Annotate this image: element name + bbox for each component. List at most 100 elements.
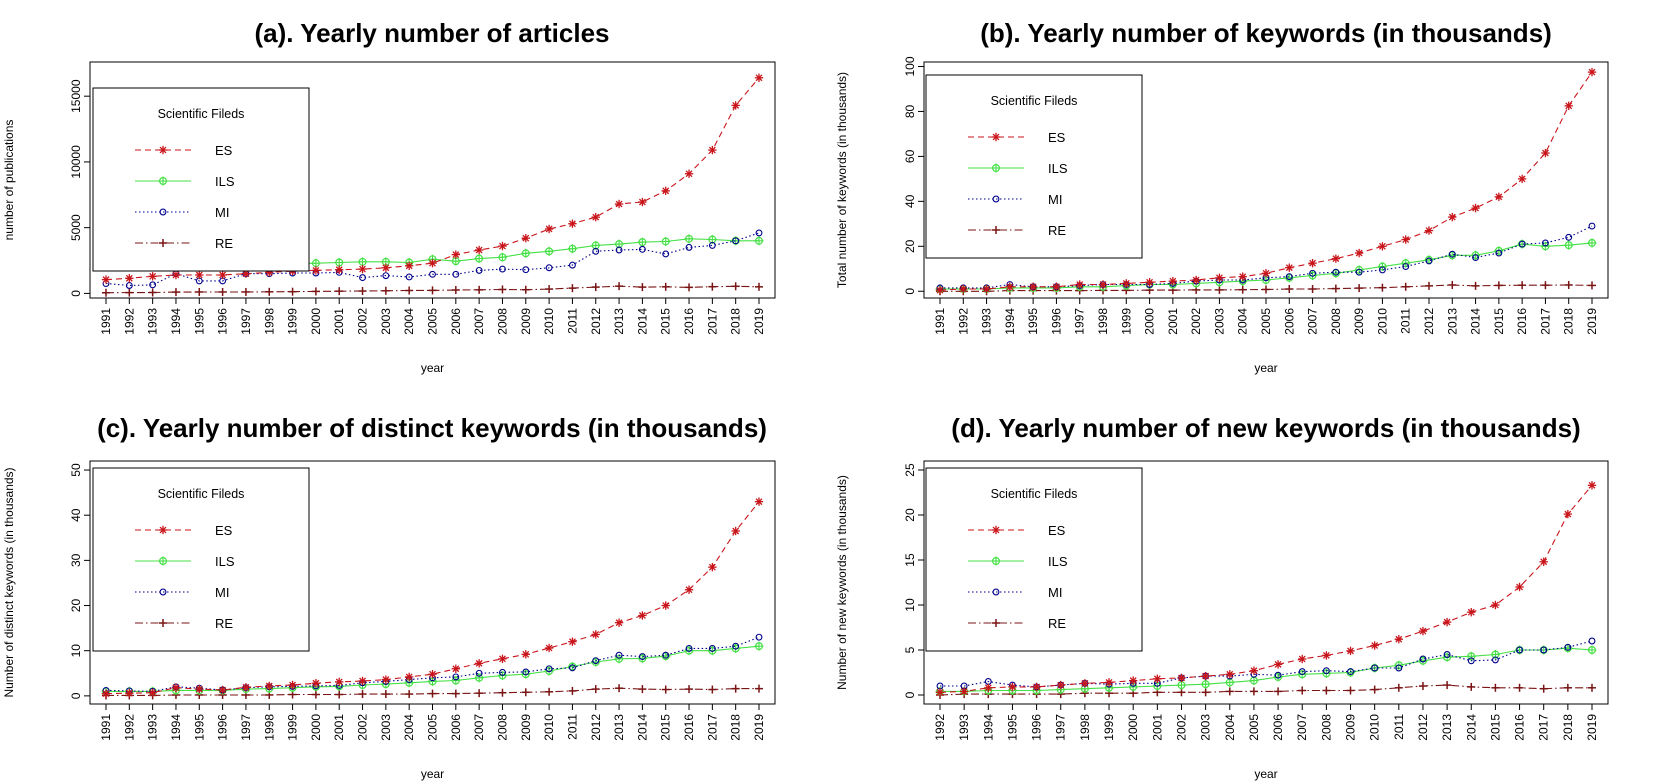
data-point-ils: [497, 252, 507, 262]
data-point-re: [381, 690, 390, 699]
star-ray: [429, 259, 436, 267]
data-point-re: [405, 286, 414, 295]
data-point-re: [568, 284, 577, 293]
data-point-es: [451, 664, 461, 673]
star-ray: [1322, 651, 1330, 659]
data-point-es: [959, 687, 969, 696]
data-point-re: [1443, 681, 1452, 690]
star-ray: [568, 638, 576, 646]
star-ray: [172, 684, 180, 692]
x-tick-label: 2019: [1585, 714, 1599, 741]
star-ray: [1105, 678, 1113, 686]
data-point-re: [428, 286, 437, 295]
marker-circle: [662, 651, 670, 659]
data-point-re: [1249, 687, 1258, 696]
star-ray: [405, 262, 413, 270]
star-ray: [102, 690, 110, 698]
data-point-re: [708, 282, 717, 291]
data-point-mi: [1467, 657, 1475, 665]
star-ray: [125, 274, 133, 282]
x-tick-label: 1998: [262, 308, 276, 335]
star-ray: [312, 679, 320, 687]
x-tick-label: 2006: [1282, 308, 1296, 335]
data-point-ils: [684, 234, 694, 244]
series-es: [101, 497, 764, 698]
star-ray: [219, 686, 227, 694]
star-ray: [149, 689, 157, 697]
legend-label-mi: MI: [1048, 585, 1062, 600]
star-ray: [685, 586, 693, 594]
data-point-re: [241, 287, 250, 296]
legend-marker-mi: [992, 588, 1000, 596]
data-point-es: [1563, 509, 1573, 519]
data-point-mi: [592, 247, 600, 255]
star-ray: [615, 200, 623, 208]
star-ray: [382, 676, 390, 684]
marker-circle: [708, 241, 716, 249]
data-point-es: [1052, 282, 1061, 291]
x-tick-label: 2011: [565, 308, 579, 334]
star-ray: [1076, 281, 1084, 288]
marker-circle: [429, 270, 436, 278]
star-ray: [1518, 175, 1526, 183]
data-point-es: [381, 675, 391, 684]
data-point-mi: [1298, 668, 1306, 676]
data-point-ils: [1564, 240, 1574, 250]
x-tick-label: 2000: [309, 308, 323, 335]
marker-circle: [1588, 637, 1596, 645]
data-point-es: [404, 261, 414, 270]
y-tick-label: 20: [69, 599, 83, 613]
data-point-es: [754, 73, 764, 82]
data-point-re: [1518, 281, 1527, 290]
x-tick-label: 2001: [1150, 714, 1164, 741]
data-point-es: [1261, 269, 1271, 278]
data-point-ils: [1273, 672, 1283, 682]
legend-marker-re: [159, 239, 167, 247]
x-tick-label: 1999: [286, 714, 300, 741]
marker-circle: [1443, 651, 1451, 658]
star-ray: [1192, 276, 1200, 284]
legend: Scientific Fileds ES ILS MI RE: [92, 87, 310, 272]
legend-marker-mi: [992, 195, 1000, 203]
data-point-re: [1491, 683, 1500, 692]
series-line-mi: [105, 636, 760, 692]
x-axis-label: year: [1254, 361, 1277, 375]
x-tick-label: 2006: [449, 714, 463, 741]
x-tick-label: 2008: [495, 308, 509, 335]
x-tick-label: 1996: [216, 308, 230, 335]
star-ray: [1309, 259, 1317, 267]
data-point-mi: [592, 657, 600, 665]
data-point-re: [685, 283, 694, 292]
star-ray: [1122, 279, 1130, 287]
x-tick-label: 2017: [705, 714, 719, 741]
data-point-es: [1541, 148, 1550, 158]
legend-title: Scientific Fileds: [158, 487, 245, 501]
x-tick-label: 2019: [752, 714, 766, 741]
y-axis-label: Number of distinct keywords (in thousand…: [2, 467, 16, 697]
data-point-mi: [1332, 268, 1340, 276]
data-point-re: [1541, 281, 1550, 290]
legend-label-es: ES: [1048, 130, 1066, 145]
data-point-es: [1008, 682, 1017, 692]
x-tick-label: 2014: [635, 714, 649, 741]
star-ray: [195, 271, 203, 279]
marker-circle: [452, 673, 460, 681]
data-point-es: [1298, 654, 1307, 664]
data-point-mi: [1588, 637, 1596, 645]
y-tick-label: 25: [903, 463, 917, 477]
series-line-mi: [940, 640, 1593, 688]
legend-marker-es: [158, 525, 168, 535]
marker-circle: [1588, 222, 1596, 230]
star-ray: [755, 74, 763, 82]
data-point-es: [731, 526, 740, 536]
data-point-es: [1032, 682, 1041, 692]
star-ray: [335, 266, 343, 274]
data-point-es: [1491, 600, 1500, 610]
star-ray: [1467, 608, 1475, 616]
marker-circle: [1402, 263, 1410, 270]
data-point-es: [708, 562, 717, 572]
x-tick-label: 2018: [729, 308, 743, 335]
data-point-ils: [637, 237, 647, 247]
star-ray: [475, 246, 483, 254]
data-point-re: [148, 288, 157, 297]
